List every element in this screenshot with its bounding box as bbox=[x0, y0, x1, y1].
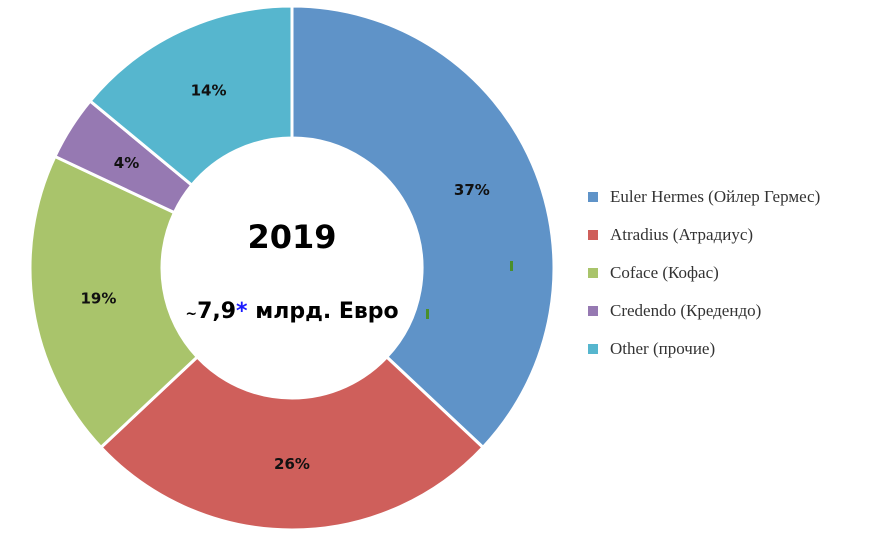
legend-item-coface: Coface (Кофас) bbox=[588, 254, 878, 292]
legend-item-euler-hermes: Euler Hermes (Ойлер Гермес) bbox=[588, 178, 878, 216]
legend-label-atradius: Atradius (Атрадиус) bbox=[610, 225, 754, 244]
legend-item-atradius: Atradius (Атрадиус) bbox=[588, 216, 878, 254]
center-amount-value: 7,9 bbox=[197, 299, 236, 324]
legend-swatch-other bbox=[588, 344, 598, 354]
slice-euler-hermes bbox=[290, 4, 556, 450]
percentage-labels: 37% 26% 19% 4% 14% bbox=[80, 82, 489, 473]
slice-other bbox=[88, 4, 294, 188]
center-amount-suffix: млрд. Евро bbox=[248, 299, 399, 324]
legend-label-other: Other (прочие) bbox=[610, 339, 716, 358]
small-mark bbox=[510, 261, 513, 271]
small-marks bbox=[426, 261, 513, 319]
label-atradius: 26% bbox=[274, 455, 310, 473]
small-mark bbox=[426, 309, 429, 319]
label-other: 14% bbox=[191, 82, 227, 100]
legend-item-other: Other (прочие) bbox=[588, 330, 878, 368]
legend-swatch-euler-hermes bbox=[588, 192, 598, 202]
legend-swatch-credendo bbox=[588, 306, 598, 316]
legend-label-euler-hermes: Euler Hermes (Ойлер Гермес) bbox=[610, 187, 821, 206]
legend-item-credendo: Credendo (Кредендо) bbox=[588, 292, 878, 330]
legend-label-coface: Coface (Кофас) bbox=[610, 263, 719, 282]
center-amount-star: * bbox=[236, 299, 248, 324]
legend-swatch-atradius bbox=[588, 230, 598, 240]
slice-atradius bbox=[98, 354, 486, 532]
label-coface: 19% bbox=[80, 290, 116, 308]
label-euler-hermes: 37% bbox=[454, 181, 490, 199]
donut-slices bbox=[28, 4, 556, 532]
legend: Euler Hermes (Ойлер Гермес) Atradius (Ат… bbox=[588, 178, 878, 368]
center-year: 2019 bbox=[247, 218, 336, 256]
label-credendo: 4% bbox=[114, 154, 139, 172]
legend-swatch-coface bbox=[588, 268, 598, 278]
center-amount-prefix: ~ bbox=[185, 306, 197, 322]
slice-coface bbox=[28, 154, 200, 450]
center-amount: ~7,9* млрд. Евро bbox=[185, 299, 398, 324]
legend-label-credendo: Credendo (Кредендо) bbox=[610, 301, 762, 320]
